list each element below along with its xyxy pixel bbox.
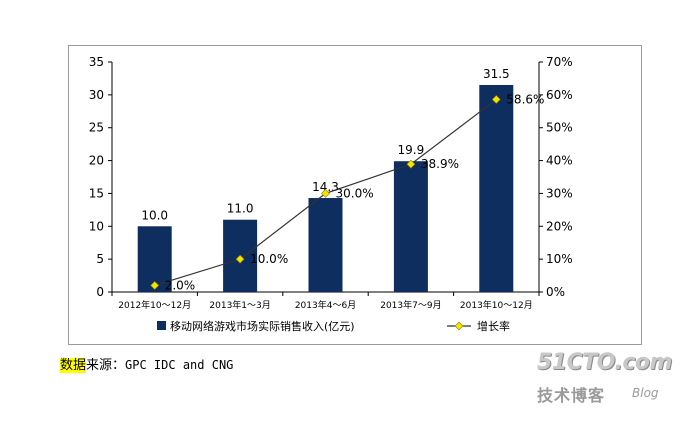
- legend-swatch-bar: [157, 321, 166, 330]
- source-highlight: 数据: [60, 358, 87, 373]
- bar: [479, 85, 514, 292]
- bar-value-label: 31.5: [483, 67, 510, 81]
- legend-label-line: 增长率: [477, 319, 510, 333]
- y-right-tick-label: 0%: [546, 285, 565, 299]
- watermark-domain: 51CTO.com: [537, 350, 672, 375]
- y-left-tick-label: 30: [89, 88, 104, 102]
- chart-frame: 0 5 10 15 20 25 30 35 0% 10% 20% 30% 40% 50% 60% 70% 201…: [68, 45, 642, 345]
- growth-rate-label: 30.0%: [336, 186, 374, 200]
- growth-rate-label: 2.0%: [165, 278, 196, 292]
- y-left-tick-label: 25: [89, 121, 104, 135]
- legend-label-bar: 移动网络游戏市场实际销售收入(亿元): [170, 319, 355, 333]
- bar: [393, 161, 428, 292]
- source-note: 数据来源：GPC IDC and CNG: [60, 354, 233, 373]
- growth-rate-point: [235, 254, 245, 264]
- bar-value-label: 11.0: [227, 202, 254, 216]
- x-tick-label: 2013年7～9月: [380, 299, 441, 311]
- source-prefix: 来源：: [86, 358, 126, 373]
- y-left-tick-label: 5: [96, 252, 104, 266]
- watermark-logo: 51CTO.com 技术博客 Blog: [537, 350, 672, 410]
- growth-rate-label: 10.0%: [250, 252, 288, 266]
- growth-rate-label: 38.9%: [421, 157, 459, 171]
- growth-rate-point: [491, 95, 501, 104]
- y-right-tick-label: 40%: [546, 154, 573, 168]
- x-tick-label: 2012年10～12月: [118, 299, 191, 311]
- y-right-tick-label: 60%: [546, 88, 573, 102]
- growth-rate-label: 58.6%: [506, 92, 544, 106]
- y-right-tick-label: 20%: [546, 219, 573, 233]
- y-right-tick-label: 50%: [546, 121, 573, 135]
- x-tick-label: 2013年4～6月: [295, 299, 356, 311]
- y-right-tick-label: 30%: [546, 186, 573, 200]
- growth-rate-point: [150, 281, 160, 290]
- y-left-tick-label: 0: [96, 285, 104, 299]
- watermark-blog: Blog: [632, 386, 659, 400]
- bar-value-label: 19.9: [398, 143, 425, 157]
- bar: [308, 198, 343, 292]
- y-right-tick-label: 70%: [546, 55, 573, 69]
- y-left-tick-label: 35: [89, 55, 104, 69]
- x-tick-label: 2013年1～3月: [209, 299, 270, 311]
- source-text: GPC IDC and CNG: [125, 358, 234, 372]
- x-tick-label: 2013年10～12月: [460, 299, 533, 311]
- growth-rate-point: [406, 159, 416, 169]
- combo-chart: 0 5 10 15 20 25 30 35 0% 10% 20% 30% 40% 50% 60% 70% 201…: [89, 55, 573, 333]
- y-left-tick-label: 10: [89, 219, 104, 233]
- bar-value-label: 10.0: [141, 208, 168, 222]
- growth-rate-point: [321, 189, 330, 198]
- y-left-tick-label: 20: [89, 154, 104, 168]
- legend-swatch-marker: [454, 321, 464, 331]
- y-left-tick-label: 15: [89, 186, 104, 200]
- watermark-subtitle: 技术博客: [537, 386, 606, 405]
- y-right-tick-label: 10%: [546, 252, 573, 266]
